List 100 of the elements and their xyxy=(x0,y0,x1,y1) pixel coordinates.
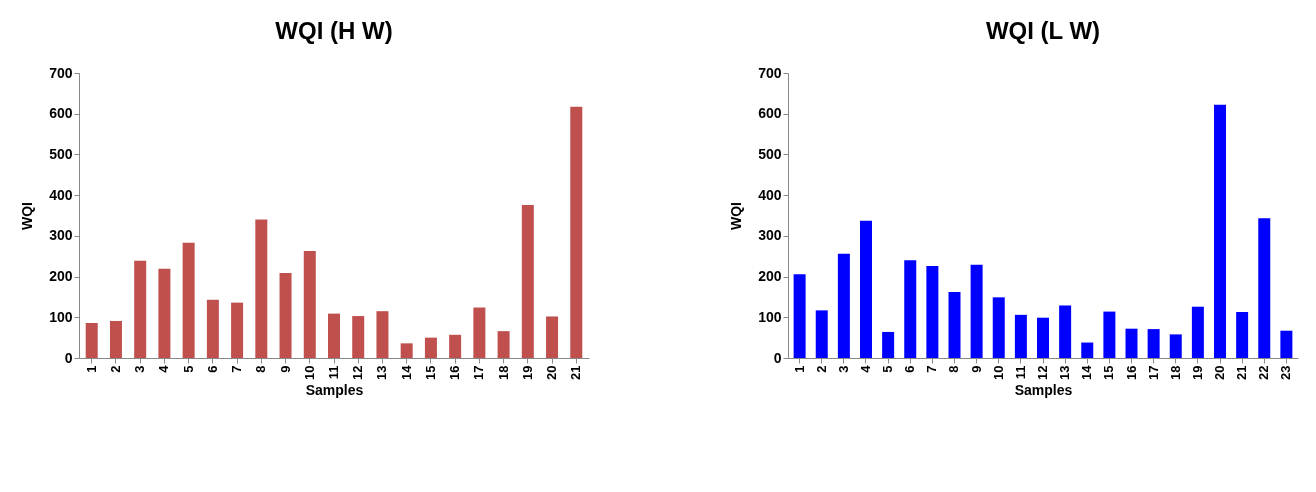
bar xyxy=(376,311,389,358)
bar xyxy=(815,310,828,358)
bar xyxy=(859,220,872,358)
x-tick-label: 1 xyxy=(83,365,99,373)
bar xyxy=(497,331,510,358)
bar xyxy=(328,313,340,358)
bar xyxy=(1037,317,1049,358)
y-tick-label: 600 xyxy=(49,105,73,122)
bar xyxy=(1103,311,1116,358)
x-tick-label: 9 xyxy=(968,365,984,373)
x-tick-label: 7 xyxy=(924,365,940,373)
x-tick-label: 13 xyxy=(374,365,390,380)
chart-title: WQI (L W) xyxy=(985,17,1101,44)
bar xyxy=(793,274,806,358)
y-axis-title: WQI xyxy=(19,202,36,230)
x-tick-label: 18 xyxy=(495,365,511,380)
x-tick-label: 3 xyxy=(835,365,851,373)
x-tick-label: 4 xyxy=(156,364,172,373)
x-tick-label: 16 xyxy=(447,365,463,380)
x-tick-label: 14 xyxy=(398,364,414,380)
y-tick-label: 400 xyxy=(758,186,782,203)
bar xyxy=(1059,305,1072,358)
x-tick-label: 7 xyxy=(229,365,245,373)
bar xyxy=(1280,330,1293,358)
bar xyxy=(1147,329,1160,358)
bar xyxy=(206,299,219,358)
x-tick-label: 8 xyxy=(946,365,962,373)
x-tick-label: 4 xyxy=(857,364,873,373)
bar xyxy=(926,265,939,358)
x-tick-label: 18 xyxy=(1167,365,1183,380)
x-tick-label: 19 xyxy=(1189,365,1205,380)
y-tick-label: 300 xyxy=(49,227,73,244)
x-tick-label: 11 xyxy=(326,365,341,380)
y-tick-label: 0 xyxy=(64,349,73,366)
bar xyxy=(449,334,462,358)
bar xyxy=(948,292,961,358)
bar xyxy=(1169,334,1182,358)
bar xyxy=(904,260,917,358)
bar xyxy=(255,219,268,358)
x-tick-label: 3 xyxy=(132,365,148,373)
x-tick-label: 14 xyxy=(1079,364,1095,380)
y-tick-label: 600 xyxy=(758,105,782,122)
bar xyxy=(134,260,147,358)
x-tick-label: 17 xyxy=(471,365,487,380)
y-tick-label: 100 xyxy=(758,308,782,325)
x-tick-label: 21 xyxy=(568,365,584,380)
bar xyxy=(400,343,413,358)
bar xyxy=(882,331,895,358)
x-axis-title: Samples xyxy=(305,381,364,398)
x-tick-label: 9 xyxy=(277,365,293,373)
bar xyxy=(279,272,292,358)
bar xyxy=(424,337,437,358)
y-tick-label: 700 xyxy=(758,64,782,81)
x-tick-label: 15 xyxy=(1101,365,1117,380)
bar xyxy=(970,264,983,358)
bar xyxy=(303,250,316,358)
bar xyxy=(109,320,122,358)
bar xyxy=(182,242,195,358)
y-tick-label: 500 xyxy=(49,145,73,162)
x-tick-label: 16 xyxy=(1123,365,1139,380)
x-tick-label: 2 xyxy=(813,365,829,373)
y-tick-label: 200 xyxy=(49,268,73,285)
x-tick-label: 19 xyxy=(519,365,535,380)
x-tick-label: 21 xyxy=(1234,365,1250,380)
bar xyxy=(1236,311,1249,358)
bar xyxy=(1014,314,1027,358)
x-tick-label: 22 xyxy=(1256,365,1272,380)
x-tick-label: 23 xyxy=(1278,365,1294,380)
x-tick-label: 11 xyxy=(1012,365,1028,380)
bar xyxy=(158,268,171,358)
bar xyxy=(1214,104,1227,358)
x-tick-label: 5 xyxy=(880,365,896,373)
bar xyxy=(1081,342,1094,358)
bar xyxy=(1125,328,1138,358)
x-tick-label: 20 xyxy=(544,365,560,380)
x-tick-label: 17 xyxy=(1145,365,1161,380)
bar xyxy=(570,106,583,358)
x-tick-label: 13 xyxy=(1057,365,1073,380)
x-tick-label: 6 xyxy=(902,365,918,373)
x-tick-label: 15 xyxy=(422,365,438,380)
x-tick-label: 10 xyxy=(301,365,317,380)
x-tick-label: 2 xyxy=(107,365,123,373)
bar xyxy=(521,204,534,358)
y-tick-label: 100 xyxy=(49,308,73,325)
x-axis-title: Samples xyxy=(1014,381,1073,398)
x-tick-label: 10 xyxy=(990,365,1006,380)
bar xyxy=(546,316,559,358)
bar xyxy=(1191,306,1204,358)
bar xyxy=(352,316,365,358)
x-tick-label: 1 xyxy=(791,365,807,373)
x-tick-label: 5 xyxy=(180,365,196,373)
bar xyxy=(231,302,244,358)
y-tick-label: 400 xyxy=(49,186,73,203)
y-axis-title: WQI xyxy=(728,202,745,230)
y-tick-label: 700 xyxy=(49,64,73,81)
bar xyxy=(837,253,850,358)
bar xyxy=(473,307,486,358)
x-tick-label: 6 xyxy=(204,365,220,373)
y-tick-label: 300 xyxy=(758,227,782,244)
chart-title: WQI (H W) xyxy=(275,17,393,44)
